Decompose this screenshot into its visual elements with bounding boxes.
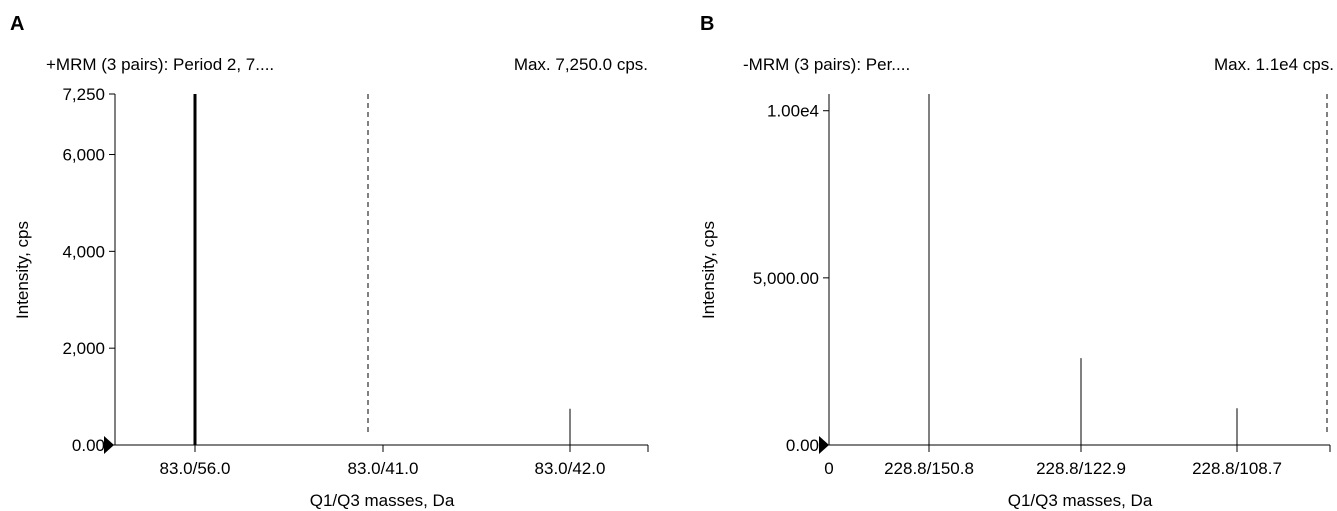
panel-b-x-axis-label: Q1/Q3 masses, Da xyxy=(1008,491,1153,510)
panel-b-y-axis-label: Intensity, cps xyxy=(699,221,718,319)
chart-panel-a: A +MRM (3 pairs): Period 2, 7.... Max. 7… xyxy=(10,13,649,510)
panel-a-x-axis-label: Q1/Q3 masses, Da xyxy=(310,491,455,510)
panel-b-x-tick-label: 228.8/150.8 xyxy=(884,459,974,478)
panel-b-header-left: -MRM (3 pairs): Per.... xyxy=(743,55,910,74)
panel-a-header-left: +MRM (3 pairs): Period 2, 7.... xyxy=(46,55,274,74)
panel-b-x-origin-label: 0 xyxy=(824,459,833,478)
panel-b-x-tick-label: 228.8/122.9 xyxy=(1036,459,1126,478)
panel-a-y-tick-label: 2,000 xyxy=(62,339,105,358)
panel-a-x-tick-label: 83.0/41.0 xyxy=(348,459,419,478)
chart-panel-b: B -MRM (3 pairs): Per.... Max. 1.1e4 cps… xyxy=(699,13,1334,510)
panel-b-x-tick-label: 228.8/108.7 xyxy=(1192,459,1282,478)
panel-a-x-tick-label: 83.0/42.0 xyxy=(535,459,606,478)
panel-b-y-tick-label: 1.00e4 xyxy=(767,102,819,121)
panel-a-header-right: Max. 7,250.0 cps. xyxy=(514,55,648,74)
panel-letter-b: B xyxy=(700,13,714,35)
panel-b-y-tick-label: 0.00 xyxy=(786,436,819,455)
panel-a-y-tick-label: 0.00 xyxy=(72,436,105,455)
panel-a-y-tick-label: 7,250 xyxy=(62,85,105,104)
panel-a-y-tick-label: 6,000 xyxy=(62,146,105,165)
panel-letter-a: A xyxy=(10,13,24,35)
panel-a-y-axis-label: Intensity, cps xyxy=(13,221,32,319)
panel-b-y-tick-label: 5,000.00 xyxy=(753,269,819,288)
panel-b-header-right: Max. 1.1e4 cps. xyxy=(1214,55,1334,74)
panel-a-y-tick-label: 4,000 xyxy=(62,242,105,261)
panel-a-x-tick-label: 83.0/56.0 xyxy=(160,459,231,478)
